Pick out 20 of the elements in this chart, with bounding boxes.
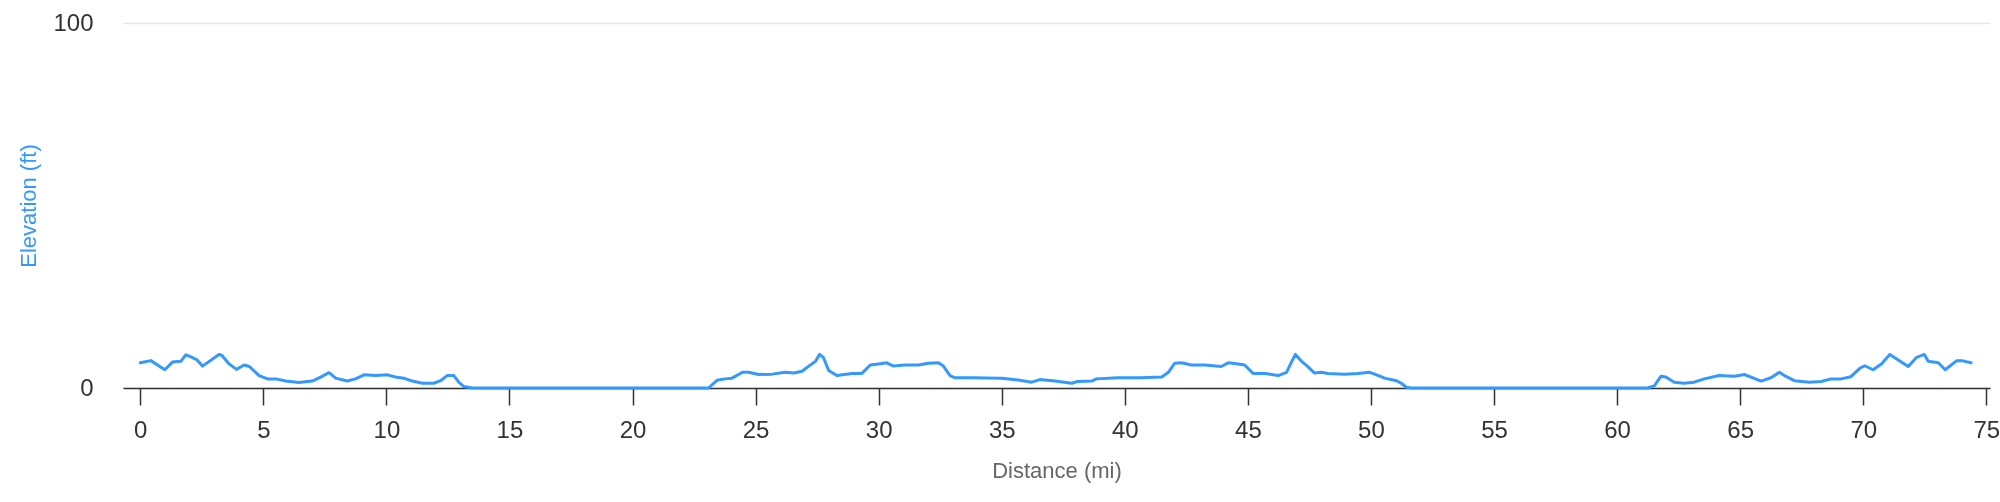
x-tick-label: 60 — [1604, 415, 1631, 443]
x-tick-label: 50 — [1358, 415, 1385, 443]
x-tick-label: 0 — [134, 415, 148, 443]
x-tick-label: 35 — [988, 415, 1016, 443]
x-tick-label: 25 — [742, 415, 770, 443]
x-tick-label: 70 — [1850, 415, 1878, 443]
x-tick-label: 5 — [257, 415, 271, 443]
x-tick-label: 55 — [1481, 415, 1508, 443]
x-tick-label: 30 — [865, 415, 893, 443]
x-tick-label: 45 — [1235, 415, 1262, 443]
y-tick-label: 100 — [53, 8, 94, 36]
x-tick-label: 40 — [1111, 415, 1139, 443]
x-tick-label: 20 — [619, 415, 647, 443]
x-axis-title: Distance (mi) — [992, 457, 1122, 483]
x-tick-label: 65 — [1727, 415, 1755, 443]
x-tick-label: 75 — [1973, 415, 2000, 443]
line-series — [138, 352, 1973, 390]
x-tick-label: 15 — [496, 415, 524, 443]
y-axis-title: Elevation (ft) — [15, 144, 41, 268]
x-tick-label: 10 — [373, 415, 401, 443]
